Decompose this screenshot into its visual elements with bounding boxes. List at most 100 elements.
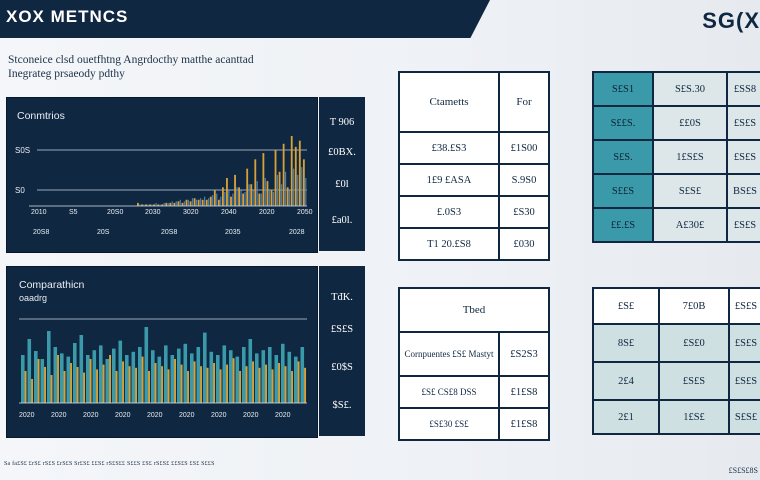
bar-gold bbox=[226, 178, 228, 206]
bar-gold bbox=[213, 190, 216, 206]
table-cell: £S£30 £S£ bbox=[398, 407, 500, 441]
bar-teal bbox=[73, 343, 77, 403]
bar-gold bbox=[238, 187, 241, 206]
bar-gold bbox=[185, 199, 188, 206]
chart-panel-bottom: Comparathicn oaadrg 2020 2020 2020 2020 2020… bbox=[6, 266, 318, 438]
bar-blue bbox=[159, 204, 161, 206]
table-row: S£S1 S£S.30 £SS8 bbox=[592, 71, 760, 107]
bar-gold bbox=[205, 199, 208, 206]
bar-gold bbox=[201, 199, 204, 206]
bar-teal bbox=[157, 356, 162, 403]
bar-gold bbox=[177, 201, 180, 206]
right-table-bottom: £S£ 7£0B £S£S 8S£ £S£0 £S£S 2£4 £S£S £S£… bbox=[592, 287, 760, 435]
bar-teal bbox=[138, 347, 142, 403]
x-tick-label: 2020 bbox=[211, 412, 227, 419]
x-tick-label: 2020 bbox=[19, 412, 35, 419]
x-tick-label: 2030 bbox=[145, 209, 161, 216]
table-cell: ££0S bbox=[652, 105, 728, 141]
bar-teal bbox=[144, 327, 149, 403]
bar-blue bbox=[293, 168, 295, 206]
bar-gold bbox=[89, 359, 92, 403]
x-tick-label: 2020 bbox=[259, 209, 275, 216]
bar-teal bbox=[222, 345, 227, 403]
side-value: £a0l. bbox=[331, 215, 353, 226]
side-value: £S£S bbox=[330, 324, 354, 335]
x-tick-label: 2020 bbox=[115, 412, 131, 419]
bar-gold bbox=[262, 153, 265, 206]
x-tick-label: 2020 bbox=[83, 412, 99, 419]
bar-gold bbox=[250, 184, 253, 206]
bar-blue bbox=[244, 192, 246, 206]
bar-gold bbox=[232, 358, 235, 403]
bar-gold bbox=[197, 199, 200, 206]
table-header: Ctametts bbox=[398, 71, 500, 133]
bar-blue bbox=[183, 201, 185, 206]
bar-blue bbox=[179, 199, 181, 206]
bar-gold bbox=[141, 356, 144, 403]
bar-gold bbox=[246, 168, 249, 206]
table-cell: £1S00 bbox=[498, 131, 550, 165]
right-table-top: S£S1 S£S.30 £SS8 S££S. ££0S £S£S S£S. 1£… bbox=[592, 71, 760, 243]
side-value: £0$S bbox=[331, 362, 353, 373]
bar-gold bbox=[245, 366, 248, 403]
bar-teal bbox=[86, 355, 90, 403]
table-cell: 7£0B bbox=[658, 287, 730, 325]
bar-blue bbox=[264, 178, 266, 206]
bar-blue bbox=[208, 198, 210, 206]
bar-gold bbox=[180, 364, 183, 403]
bar-gold bbox=[50, 375, 53, 403]
bar-gold bbox=[137, 202, 139, 206]
bar-teal bbox=[235, 356, 240, 403]
bar-blue bbox=[284, 171, 287, 206]
chart-bottom-subtitle: oaadrg bbox=[19, 293, 48, 303]
bar-gold bbox=[83, 372, 86, 403]
metrics-table-top: Ctametts For £38.£S3 £1S00 1£9 £ASA S.9S… bbox=[398, 71, 550, 261]
bar-blue bbox=[175, 201, 177, 206]
bar-gold bbox=[278, 171, 281, 206]
bar-teal bbox=[287, 351, 292, 403]
x-tick-label: 2020 bbox=[147, 412, 163, 419]
bar-gold bbox=[167, 369, 170, 403]
table-cell: £S£ bbox=[592, 287, 660, 325]
table-cell: £S£S bbox=[728, 287, 760, 325]
table-cell: 2£4 bbox=[592, 361, 660, 401]
bar-teal bbox=[196, 347, 201, 403]
table-cell: £SS8 bbox=[726, 71, 760, 107]
bar-gold bbox=[217, 199, 220, 206]
chart-bottom-side-values: TđK. £S£S £0$S $S£. bbox=[319, 266, 365, 436]
table-cell: £S£ CS£8 DSS bbox=[398, 375, 500, 409]
side-value: TđK. bbox=[331, 292, 353, 303]
table-row: £S£ CS£8 DSS £1£S8 bbox=[398, 375, 550, 409]
bar-gold bbox=[209, 196, 212, 206]
bar-blue bbox=[216, 193, 218, 206]
bar-teal bbox=[53, 347, 58, 403]
bar-gold bbox=[266, 181, 269, 206]
bar-teal bbox=[261, 350, 266, 403]
bar-blue bbox=[167, 202, 169, 206]
bar-blue bbox=[276, 174, 279, 206]
bar-gold bbox=[271, 369, 274, 403]
bar-teal bbox=[40, 359, 45, 403]
table-cell: £S2S3 bbox=[498, 331, 550, 377]
bar-gold bbox=[174, 359, 177, 403]
bar-teal bbox=[151, 350, 155, 403]
side-value: £0l bbox=[335, 179, 349, 190]
table-cell: 1£S£ bbox=[658, 399, 730, 435]
bar-blue bbox=[248, 184, 250, 206]
bar-gold bbox=[206, 367, 209, 403]
bar-teal bbox=[60, 353, 64, 403]
bar-blue bbox=[272, 192, 275, 206]
chart-top-side-values: T 906 £0BX. £0l £a0l. bbox=[319, 97, 365, 251]
table-row: £38.£S3 £1S00 bbox=[398, 131, 550, 165]
bar-teal bbox=[170, 355, 175, 403]
table-cell: £030 bbox=[498, 227, 550, 261]
bar-gold bbox=[135, 367, 138, 403]
table-cell: £S£0 bbox=[658, 323, 730, 363]
bar-gold bbox=[286, 187, 289, 206]
bar-gold bbox=[141, 204, 143, 206]
bar-gold bbox=[213, 363, 216, 403]
bar-blue bbox=[143, 204, 145, 206]
bar-teal bbox=[21, 355, 25, 403]
bar-gold bbox=[200, 366, 203, 403]
bar-blue bbox=[256, 181, 258, 206]
